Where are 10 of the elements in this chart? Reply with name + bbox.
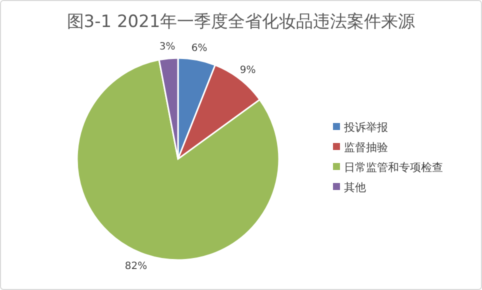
data-label: 9% [240,64,256,76]
pie-slice [76,59,280,261]
legend-label: 其他 [344,181,366,194]
chart-title: 图3-1 2021年一季度全省化妆品违法案件来源 [66,12,416,32]
data-label: 3% [159,42,176,53]
data-label: 82% [124,260,148,272]
legend-label: 投诉举报 [343,121,388,134]
legend-label: 日常监管和专项检查 [344,161,443,174]
data-label: 6% [191,43,208,54]
legend-label: 监督抽验 [344,141,388,154]
